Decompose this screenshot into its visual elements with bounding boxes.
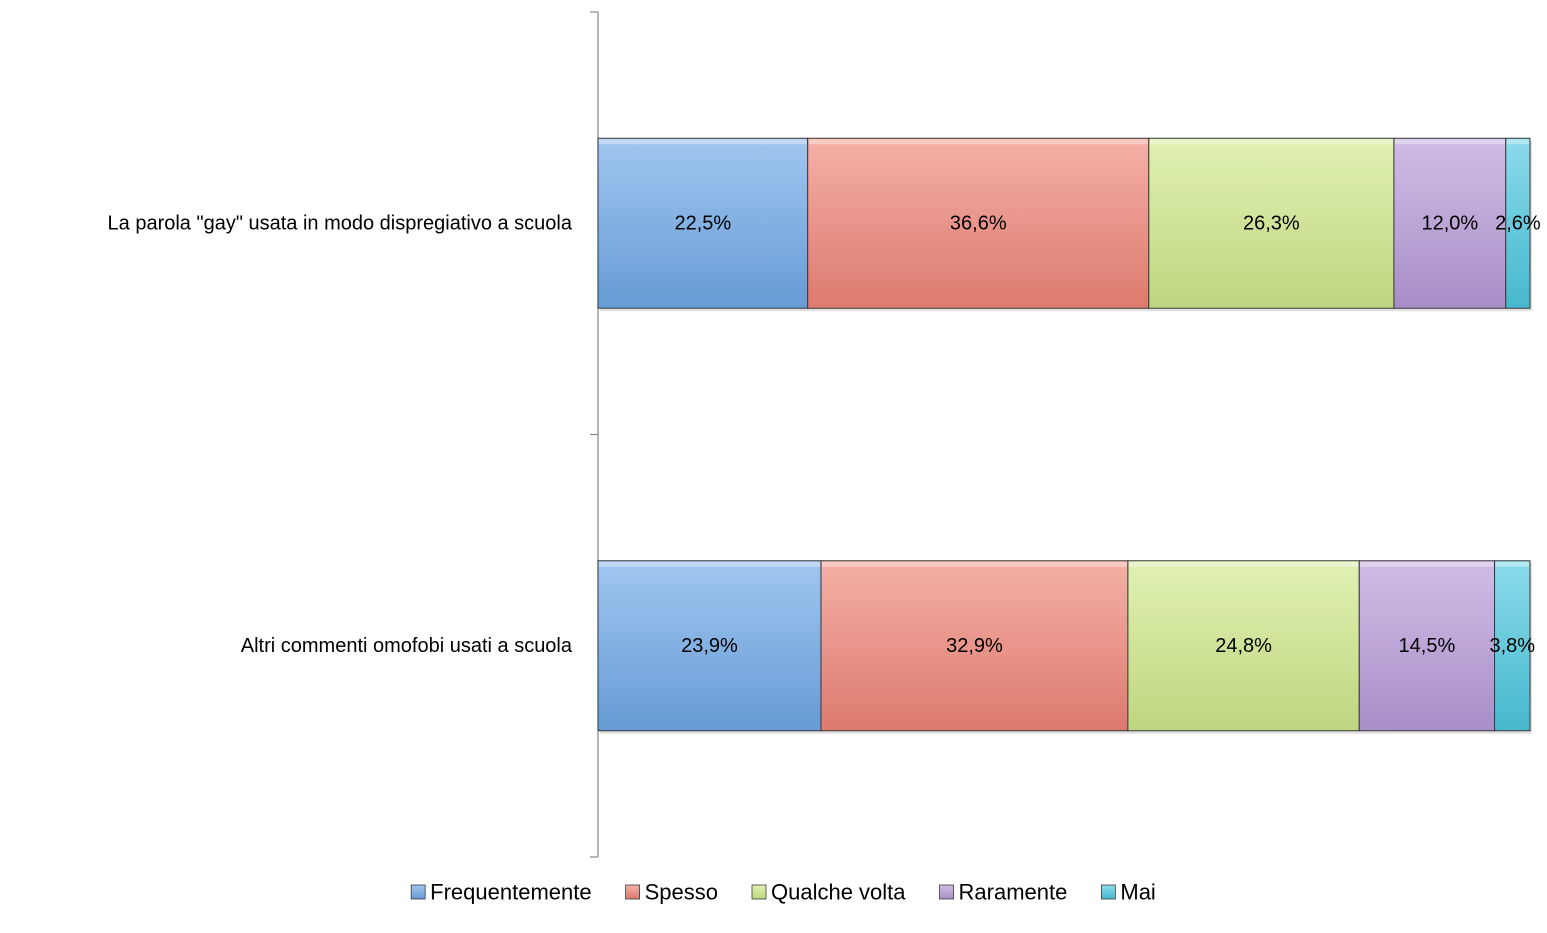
data-label: 22,5% (674, 212, 731, 234)
bar-segment-spesso (820, 560, 1129, 732)
bar-highlight (1360, 561, 1494, 567)
bar-segment-raramente (1358, 560, 1496, 732)
data-label: 26,3% (1243, 212, 1300, 234)
bar-segment-mai (1494, 560, 1531, 732)
bar-segment-raramente (1393, 137, 1507, 309)
legend-item-spesso: Spesso (625, 880, 718, 905)
bar-highlight (1394, 139, 1505, 145)
legend-label: Spesso (645, 880, 718, 905)
data-labels: 22,5% 36,6% 26,3% 12,0% 2,6% 23,9% 32,9% 24,8% 1… (674, 212, 1540, 657)
data-label: 32,9% (946, 635, 1003, 657)
legend-swatch (625, 884, 641, 900)
legend-swatch (410, 884, 426, 900)
data-label: 24,8% (1215, 635, 1272, 657)
data-label: 36,6% (950, 212, 1007, 234)
legend-label: Qualche volta (771, 880, 906, 905)
legend-swatch (751, 884, 767, 900)
bar-segment-qualche-volta (1148, 137, 1395, 309)
bar-highlight (599, 561, 820, 567)
data-label: 3,8% (1489, 635, 1535, 657)
legend-item-mai: Mai (1100, 880, 1156, 905)
legend-label: Mai (1120, 880, 1155, 905)
data-label: 23,9% (681, 635, 738, 657)
bar-segment-frequentemente (597, 137, 809, 309)
bar-highlight (599, 139, 807, 145)
legend-item-frequentemente: Frequentemente (410, 880, 592, 905)
bar-segment-spesso (807, 137, 1150, 309)
bar-highlight (808, 139, 1148, 145)
bar-segment-qualche-volta (1127, 560, 1360, 732)
legend-swatch (939, 884, 954, 900)
category-labels: La parola "gay" usata in modo dispregiat… (108, 212, 573, 657)
plot-area (597, 137, 1532, 734)
bar-highlight (1495, 561, 1529, 567)
legend-label: Frequentemente (430, 880, 591, 905)
category-label: Altri commenti omofobi usati a scuola (241, 635, 573, 657)
bar-highlight (1506, 139, 1529, 145)
data-label: 2,6% (1495, 212, 1541, 234)
bar-segment-mai (1505, 137, 1531, 309)
data-label: 14,5% (1399, 635, 1456, 657)
bar-highlight (1128, 561, 1359, 567)
category-axis (590, 11, 599, 858)
bar-highlight (821, 561, 1127, 567)
legend: Frequentemente Spesso Qualche volta Raramen… (410, 880, 1156, 905)
legend-swatch (1100, 884, 1116, 900)
category-label: La parola "gay" usata in modo dispregiat… (108, 212, 573, 234)
legend-item-raramente: Raramente (939, 880, 1068, 905)
legend-label: Raramente (959, 880, 1068, 905)
bar-segment-frequentemente (597, 560, 822, 732)
data-label: 12,0% (1421, 212, 1478, 234)
bar-highlight (1149, 139, 1393, 145)
legend-item-qualche-volta: Qualche volta (751, 880, 906, 905)
